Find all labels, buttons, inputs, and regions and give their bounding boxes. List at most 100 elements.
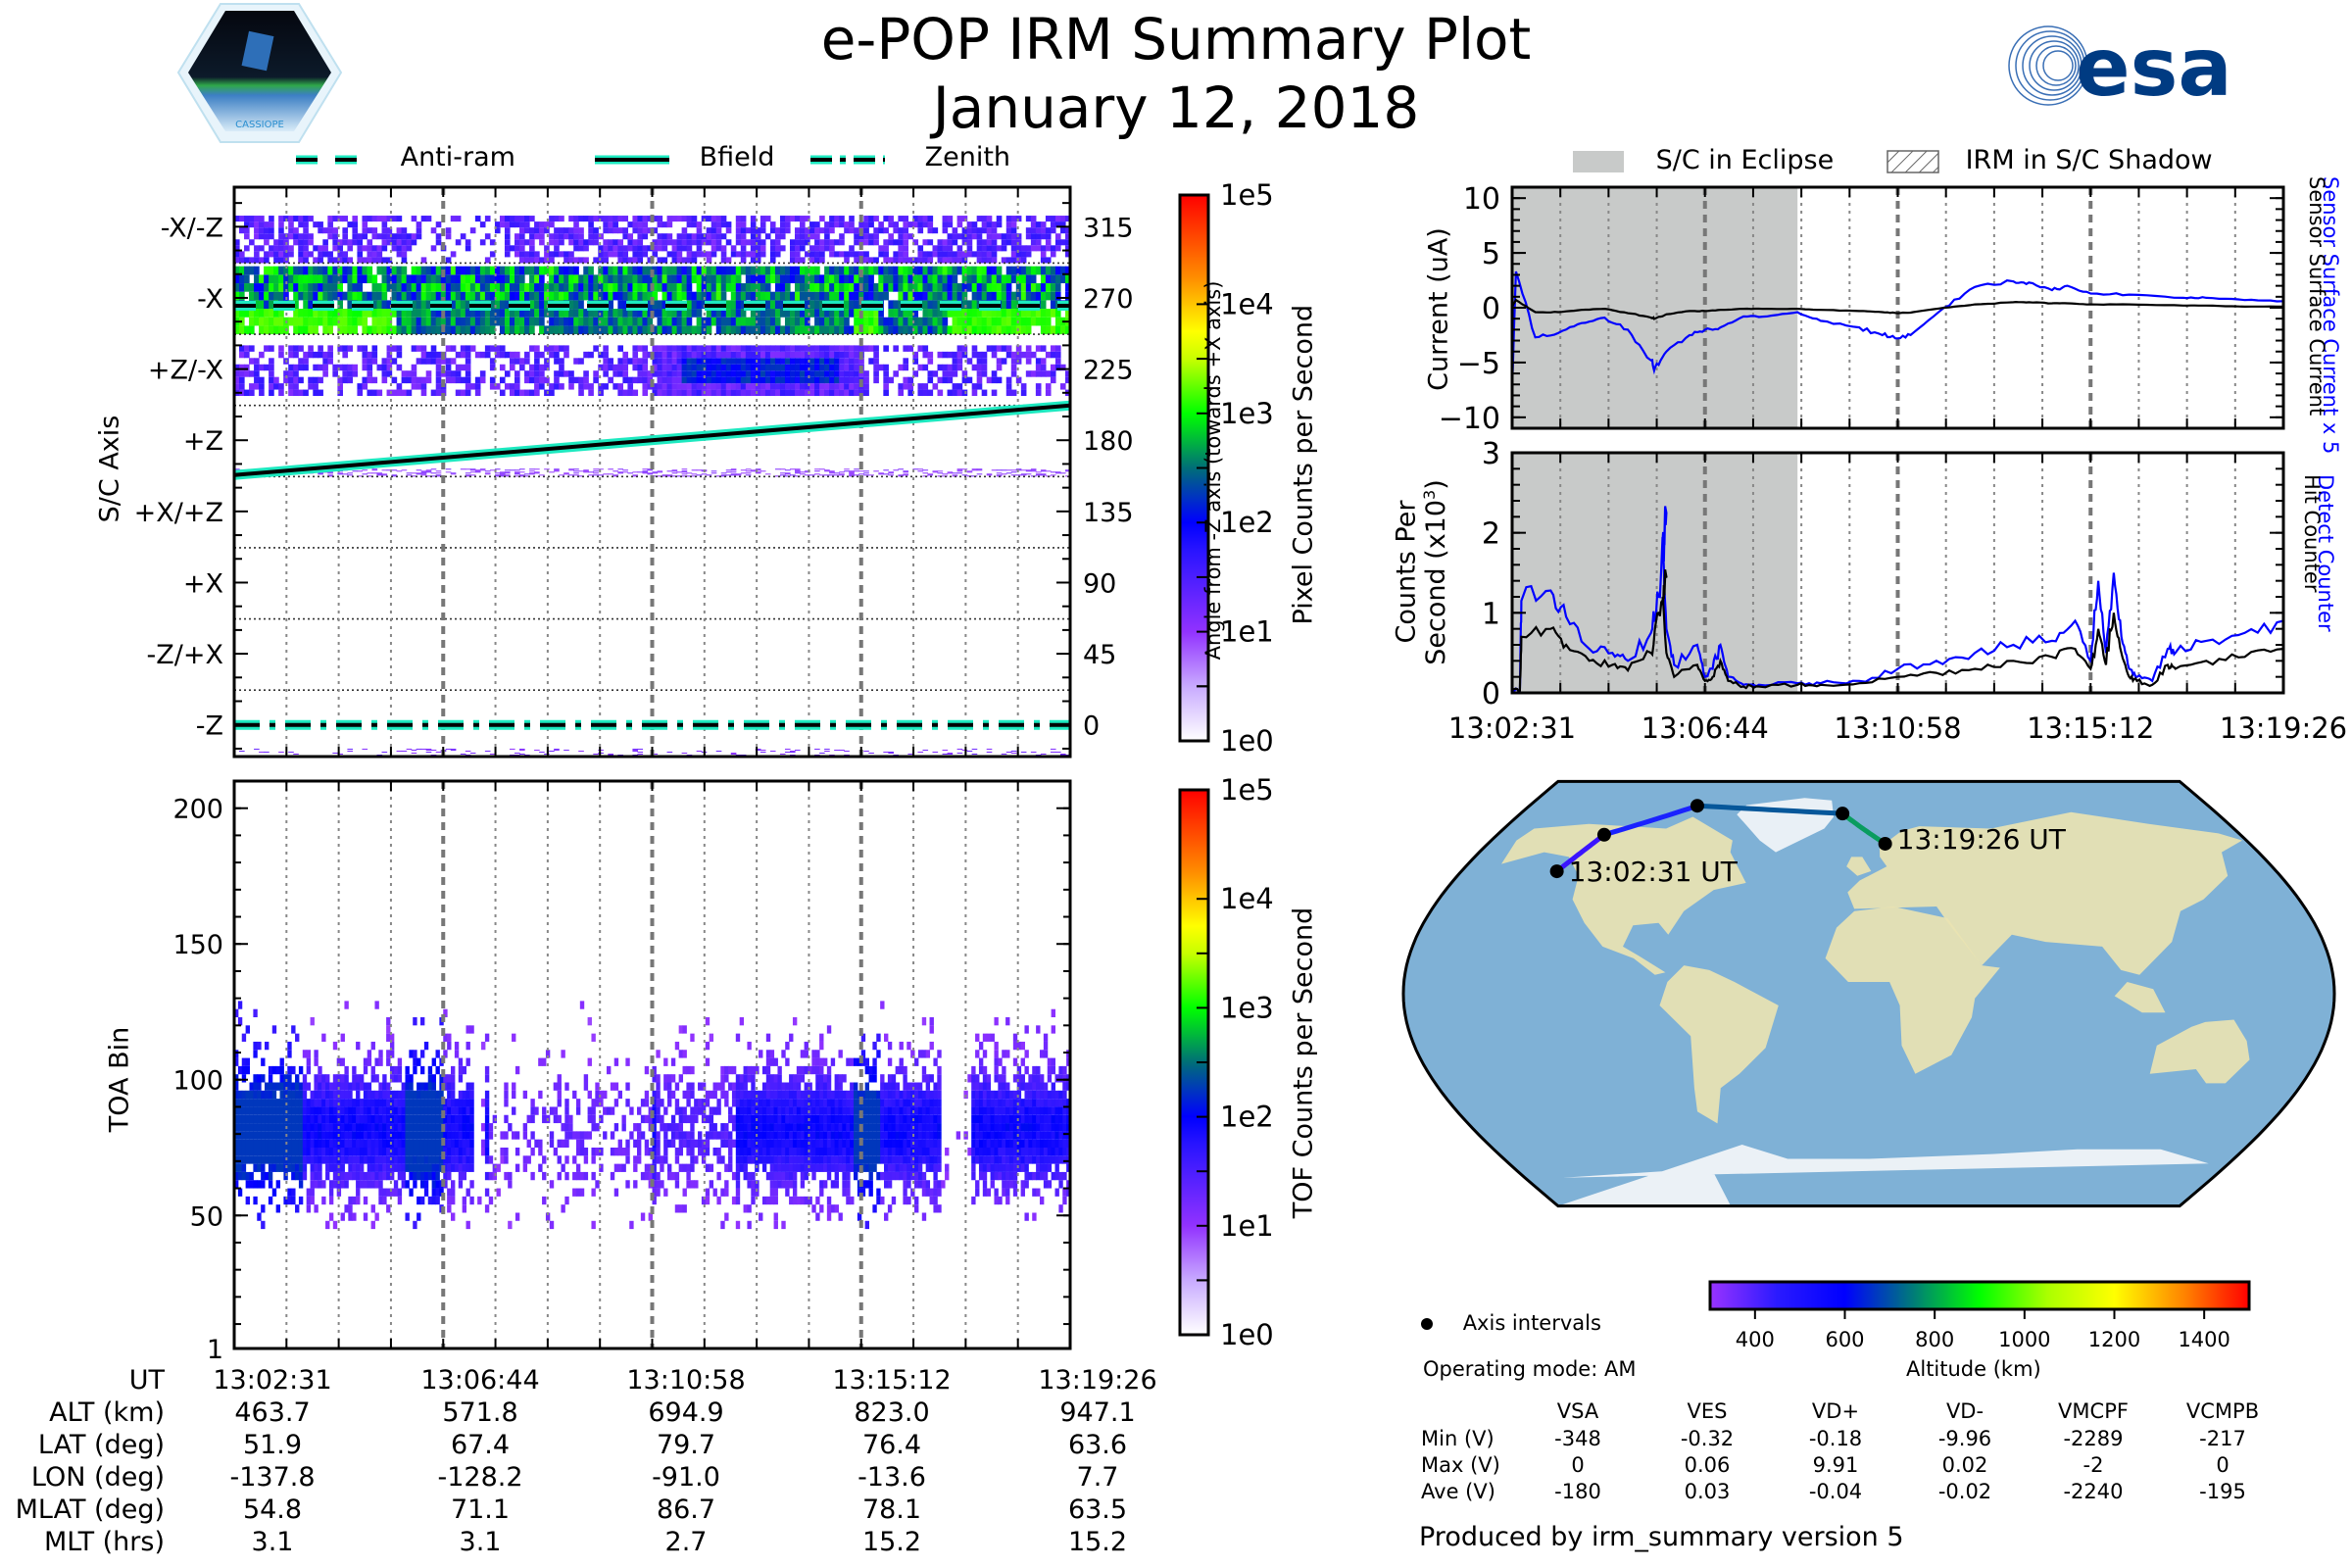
time-axis-label: 13:15:12 [2027, 711, 2154, 745]
y-tick-label: 2 [1482, 517, 1500, 552]
sc-axis-plot: -X/-Z 315 -X 270 +Z/-X 225 +Z 180 +X/+Z 135 +X 90 -Z… [134, 178, 1274, 759]
y-tick-label: 0 [1482, 677, 1500, 711]
ephemeris-row: UT 13:02:31 13:06:44 13:10:58 13:15:12 13:19:… [0, 1365, 1176, 1397]
altitude-tick-label: 800 [1915, 1328, 1954, 1351]
sensor-surface-current-x-5-series [1510, 270, 2284, 385]
time-axis-label: 13:02:31 [1448, 711, 1576, 745]
tof-y-tick-label: 50 [190, 1201, 223, 1232]
axis-interval-marker [1596, 827, 1611, 842]
ephemeris-cell: 463.7 [234, 1397, 311, 1428]
voltage-column-header: VCMPB [2185, 1399, 2260, 1423]
y-tick-label: 0 [1482, 292, 1500, 326]
detect-counter-series [1511, 506, 2284, 693]
sc-axis-angle-label: 0 [1083, 711, 1100, 742]
ephemeris-cell: 15.2 [1067, 1527, 1128, 1557]
tof-colorbar: 1e0 1e1 1e2 1e3 1e4 1e5 [1178, 773, 1274, 1351]
colorbar-tick-label: 1e4 [1220, 882, 1274, 915]
ephemeris-row-label: MLAT (deg) [15, 1494, 165, 1525]
ephemeris-row-label: LAT (deg) [37, 1430, 165, 1460]
ephemeris-cell: 571.8 [442, 1397, 518, 1428]
ephemeris-cell: 63.6 [1067, 1430, 1128, 1460]
voltage-cell: -348 [1554, 1427, 1601, 1450]
north-america [1501, 816, 1746, 975]
colorbar-tick-label: 1e3 [1220, 397, 1274, 430]
voltage-row-label: Max (V) [1421, 1453, 1500, 1477]
ephemeris-cell: -128.2 [437, 1462, 523, 1493]
sc-axis-frame [232, 185, 1072, 759]
ephemeris-cell: 13:02:31 [213, 1365, 332, 1396]
page-date: January 12, 2018 [932, 74, 1420, 141]
time-axis-label: 13:19:26 [2220, 711, 2347, 745]
voltage-cell: -217 [2199, 1427, 2246, 1450]
sc-axis-angle-label: 45 [1083, 640, 1116, 670]
y-tick-label: 1 [1482, 597, 1500, 631]
operating-mode: Operating mode: AM [1423, 1357, 1637, 1381]
sc-axis-category-label: +X/+Z [134, 498, 223, 528]
ephemeris-row-label: UT [128, 1365, 165, 1396]
pixel-colorbar: 1e0 1e1 1e2 1e3 1e4 1e5 [1178, 178, 1274, 758]
ephemeris-cell: -91.0 [652, 1462, 720, 1493]
colorbar-tick-label: 1e4 [1220, 287, 1274, 320]
ephemeris-row: ALT (km) 463.7 571.8 694.9 823.0 947.1 [0, 1397, 1176, 1430]
altitude-tick-label: 600 [1825, 1328, 1864, 1351]
antarctica [1557, 1145, 2209, 1206]
sc-axis-angle-label: 225 [1083, 356, 1134, 386]
ephemeris-row-label: ALT (km) [49, 1397, 165, 1428]
altitude-colorbar: 400 600 800 1000 1200 1400 [1708, 1280, 2251, 1351]
ephemeris-cell: 7.7 [1076, 1462, 1119, 1493]
sc-axis-angle-label: 90 [1083, 568, 1116, 599]
ephemeris-cell: 78.1 [861, 1494, 922, 1525]
ephemeris-cell: 63.5 [1067, 1494, 1128, 1525]
colorbar-tick-label: 1e1 [1220, 1209, 1274, 1243]
colorbar-tick-label: 1e2 [1220, 1101, 1274, 1134]
world-map: 13:02:31 UT 13:19:26 UT [1401, 779, 2336, 1208]
footer-text: Produced by irm_summary version 5 [1419, 1522, 1904, 1552]
voltage-cell: 0 [1571, 1453, 1585, 1477]
colorbar-tick-label: 1e5 [1220, 178, 1274, 212]
voltage-row-label: Min (V) [1421, 1427, 1494, 1450]
australia [2149, 1019, 2250, 1084]
voltage-cell: 0 [2216, 1453, 2230, 1477]
tof-ylabel: TOA Bin [104, 1026, 135, 1133]
sensor-surface-current-series [1511, 298, 2283, 320]
colorbar-tick-label: 1e2 [1220, 506, 1274, 539]
counts-ylabel-line1: Counts Per [1391, 500, 1422, 644]
voltage-cell: -0.32 [1680, 1427, 1735, 1450]
tof-frame [232, 779, 1072, 1350]
voltage-cell: -195 [2199, 1480, 2246, 1503]
sc-axis-angle-label: 270 [1083, 284, 1134, 315]
ephemeris-cell: 13:06:44 [420, 1365, 540, 1396]
time-axis-label: 13:06:44 [1642, 711, 1769, 745]
voltage-row-label: Ave (V) [1421, 1480, 1495, 1503]
svg-text:esa: esa [2076, 22, 2232, 110]
map-start-label: 13:02:31 UT [1569, 856, 1739, 888]
ephemeris-cell: 76.4 [861, 1430, 922, 1460]
voltage-column-header: VD+ [1811, 1399, 1860, 1423]
eclipse-region [1512, 453, 1798, 693]
altitude-colorbar-label: Altitude (km) [1906, 1357, 2041, 1381]
sc-axis-lines [233, 301, 1071, 730]
sc-axis-category-label: +Z [183, 426, 223, 457]
legend-item-bfield: Bfield [595, 142, 775, 172]
counts-right-label-black: Hit Counter [2300, 474, 2324, 593]
voltage-column-header: VMCPF [2058, 1399, 2129, 1423]
voltage-cell: -9.96 [1937, 1427, 1992, 1450]
map-outline [1401, 779, 2336, 1208]
sc-axis-angle-label: 135 [1083, 498, 1134, 528]
ephemeris-row: MLT (hrs) 3.1 3.1 2.7 15.2 15.2 [0, 1527, 1176, 1559]
ephemeris-cell: 823.0 [854, 1397, 930, 1428]
sc-axis-angle-label: 315 [1083, 213, 1134, 243]
orbit-track-segment [1840, 811, 1887, 847]
colorbar-tick-label: 1e0 [1220, 724, 1274, 758]
south-america [1659, 965, 1779, 1124]
voltage-cell: 0.03 [1684, 1480, 1731, 1503]
map-end-label: 13:19:26 UT [1897, 823, 2067, 856]
time-axis-label: 13:10:58 [1834, 711, 1961, 745]
voltage-cell: 9.91 [1812, 1453, 1859, 1477]
ephemeris-cell: 2.7 [664, 1527, 708, 1557]
tof-y-tick-label: 150 [172, 930, 223, 960]
voltage-cell: -0.04 [1808, 1480, 1863, 1503]
map-surface [1403, 781, 2334, 1206]
tof-colorbar-label: TOF Counts per Second [1288, 906, 1319, 1219]
y-tick-label: −10 [1439, 402, 1500, 436]
